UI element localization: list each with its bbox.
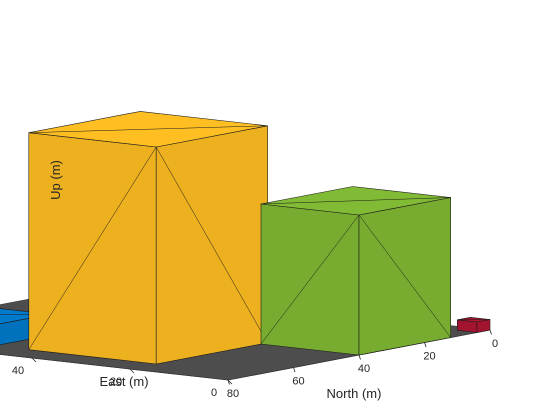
y-axis-label: East (m) (99, 374, 148, 389)
axis-labels: North (m) East (m) Up (m) (48, 160, 381, 401)
green-building-front-diagonal (358, 214, 451, 338)
yellow-building-side-diagonal (28, 146, 157, 350)
green-building-top-diagonal (260, 197, 451, 205)
x-tick-mark (358, 354, 361, 360)
x-tick-label: 60 (292, 376, 304, 388)
x-tick-label: 40 (358, 363, 370, 375)
small-red-box (456, 316, 491, 333)
x-tick-label: 20 (423, 351, 435, 363)
blue-building-top-diagonal (0, 313, 51, 315)
green-building-side-diagonal (260, 214, 360, 345)
x-tick-label: 0 (492, 338, 498, 350)
y-tick-label: 40 (12, 365, 24, 377)
yellow-building (28, 111, 268, 365)
green-building (260, 186, 452, 356)
x-tick-mark (489, 329, 492, 335)
blue-building-top-face (0, 308, 51, 325)
x-tick-mark (293, 367, 296, 373)
scene (0, 111, 491, 381)
yellow-building-top-diagonal (28, 125, 268, 133)
y-tick-mark (227, 379, 233, 385)
y-tick-mark (129, 368, 135, 374)
y-tick-mark (31, 357, 37, 363)
y-tick-label: 0 (211, 387, 217, 399)
x-axis-label: North (m) (327, 386, 382, 401)
z-axis-label: Up (m) (48, 160, 63, 200)
x-tick-label: 80 (227, 388, 239, 400)
yellow-building-front-diagonal (155, 146, 268, 343)
x-tick-mark (424, 342, 427, 348)
y-tick-label: 20 (110, 376, 122, 388)
